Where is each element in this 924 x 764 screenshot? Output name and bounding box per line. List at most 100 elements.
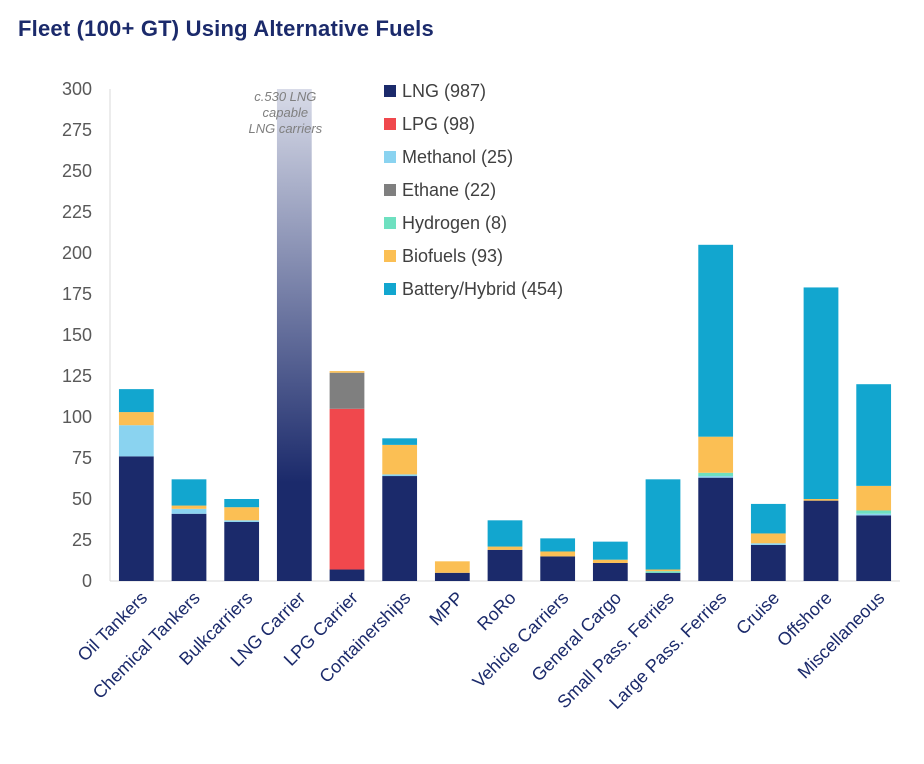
- bar-segment-small-pass-ferries-lng: [645, 572, 681, 581]
- y-axis-ticks: 0 25 50 75 100 125 150 175 200 225 250 275 300: [62, 79, 92, 591]
- bar-segment-miscellaneous-methanol: [856, 513, 892, 516]
- bar-segment-containerships-biofuels: [382, 444, 418, 475]
- bar-segment-chemical-tankers-battery-hybrid: [171, 479, 207, 506]
- bar-segment-large-pass-ferries-hydrogen: [698, 472, 734, 477]
- legend-label: Methanol (25): [402, 147, 513, 167]
- category-label-vehicle-carriers: Vehicle Carriers: [469, 588, 573, 692]
- bar-segment-miscellaneous-lng: [856, 515, 892, 581]
- category-label-cruise: Cruise: [732, 588, 783, 639]
- category-label-containerships: Containerships: [315, 588, 414, 687]
- y-tick-label: 125: [62, 366, 92, 386]
- y-tick-label: 175: [62, 284, 92, 304]
- bar-stack-large-pass-ferries: [698, 244, 734, 581]
- bar-segment-lpg-carrier-lpg: [329, 408, 365, 570]
- bar-segment-cruise-methanol: [750, 543, 786, 545]
- bar-segment-small-pass-ferries-hydrogen: [645, 571, 681, 573]
- bar-segment-large-pass-ferries-battery-hybrid: [698, 244, 734, 437]
- bar-segment-lpg-carrier-lng: [329, 569, 365, 581]
- bar-segment-mpp-lng: [434, 572, 470, 581]
- bar-segment-chemical-tankers-methanol: [171, 508, 207, 514]
- bar-stack-chemical-tankers: [171, 479, 207, 581]
- legend-swatch: [384, 283, 396, 295]
- bar-stack-lpg-carrier: [329, 371, 365, 581]
- legend-item-methanol: Methanol (25): [384, 147, 513, 167]
- bar-segment-large-pass-ferries-lng: [698, 477, 734, 581]
- bar-segment-roro-biofuels: [487, 546, 523, 550]
- bar-stack-vehicle-carriers: [540, 538, 576, 581]
- y-tick-label: 300: [62, 79, 92, 99]
- bar-stack-oil-tankers: [118, 389, 154, 581]
- bar-stack-small-pass-ferries: [645, 479, 681, 581]
- bar-segment-offshore-battery-hybrid: [803, 287, 839, 499]
- annotation-text: LNG carriers: [248, 121, 322, 136]
- bar-segment-lng-carrier-lng: [276, 89, 312, 581]
- bar-segment-vehicle-carriers-battery-hybrid: [540, 538, 576, 552]
- bar-segment-miscellaneous-hydrogen: [856, 510, 892, 514]
- category-label-roro: RoRo: [473, 588, 520, 635]
- bar-segment-bulkcarriers-battery-hybrid: [224, 499, 260, 508]
- bar-segment-miscellaneous-battery-hybrid: [856, 384, 892, 486]
- y-tick-label: 25: [72, 530, 92, 550]
- bar-segment-lpg-carrier-biofuels: [329, 371, 365, 373]
- y-tick-label: 0: [82, 571, 92, 591]
- bar-stack-general-cargo: [592, 541, 628, 581]
- legend-label: LPG (98): [402, 114, 475, 134]
- bar-segment-offshore-lng: [803, 500, 839, 581]
- legend-swatch: [384, 250, 396, 262]
- legend-swatch: [384, 85, 396, 97]
- bar-segment-containerships-battery-hybrid: [382, 438, 418, 445]
- legend-swatch: [384, 118, 396, 130]
- bar-segment-oil-tankers-battery-hybrid: [118, 389, 154, 413]
- bar-segment-bulkcarriers-lng: [224, 521, 260, 581]
- legend-item-ethane: Ethane (22): [384, 180, 496, 200]
- bar-stack-bulkcarriers: [224, 499, 260, 581]
- bar-stacks: [118, 89, 892, 581]
- bar-segment-oil-tankers-methanol: [118, 425, 154, 457]
- bar-segment-miscellaneous-biofuels: [856, 485, 892, 511]
- bar-segment-general-cargo-lng: [592, 562, 628, 581]
- legend-item-battery-hybrid: Battery/Hybrid (454): [384, 279, 563, 299]
- bar-segment-vehicle-carriers-biofuels: [540, 551, 576, 557]
- legend-swatch: [384, 217, 396, 229]
- annotation-text: c.530 LNG: [254, 89, 316, 104]
- bar-segment-large-pass-ferries-biofuels: [698, 436, 734, 473]
- bar-segment-offshore-biofuels: [803, 499, 839, 501]
- bar-segment-vehicle-carriers-lng: [540, 556, 576, 581]
- bar-segment-small-pass-ferries-battery-hybrid: [645, 479, 681, 570]
- bar-segment-general-cargo-biofuels: [592, 559, 628, 563]
- y-tick-label: 250: [62, 161, 92, 181]
- legend-item-lpg: LPG (98): [384, 114, 475, 134]
- bar-stack-miscellaneous: [856, 384, 892, 581]
- y-tick-label: 200: [62, 243, 92, 263]
- y-tick-label: 150: [62, 325, 92, 345]
- legend-label: LNG (987): [402, 81, 486, 101]
- bar-segment-roro-battery-hybrid: [487, 520, 523, 547]
- chart-title: Fleet (100+ GT) Using Alternative Fuels: [18, 16, 434, 41]
- bar-stack-containerships: [382, 438, 418, 581]
- bar-segment-large-pass-ferries-methanol: [698, 476, 734, 478]
- bar-stack-cruise: [750, 503, 786, 581]
- bar-stack-lng-carrier: [276, 89, 312, 581]
- legend-item-hydrogen: Hydrogen (8): [384, 213, 507, 233]
- bar-segment-lpg-carrier-ethane: [329, 372, 365, 409]
- bar-stack-roro: [487, 520, 523, 581]
- bar-segment-chemical-tankers-biofuels: [171, 505, 207, 509]
- bar-segment-cruise-battery-hybrid: [750, 503, 786, 534]
- bar-stack-offshore: [803, 287, 839, 581]
- bar-segment-containerships-lng: [382, 476, 418, 581]
- bar-segment-small-pass-ferries-biofuels: [645, 569, 681, 572]
- legend-item-lng: LNG (987): [384, 81, 486, 101]
- legend-label: Hydrogen (8): [402, 213, 507, 233]
- legend-label: Battery/Hybrid (454): [402, 279, 563, 299]
- bar-segment-mpp-biofuels: [434, 561, 470, 573]
- bar-segment-bulkcarriers-biofuels: [224, 507, 260, 521]
- legend-label: Ethane (22): [402, 180, 496, 200]
- bar-segment-oil-tankers-biofuels: [118, 412, 154, 426]
- bar-segment-bulkcarriers-methanol: [224, 520, 260, 522]
- legend-item-biofuels: Biofuels (93): [384, 246, 503, 266]
- bar-segment-containerships-methanol: [382, 474, 418, 477]
- legend-label: Biofuels (93): [402, 246, 503, 266]
